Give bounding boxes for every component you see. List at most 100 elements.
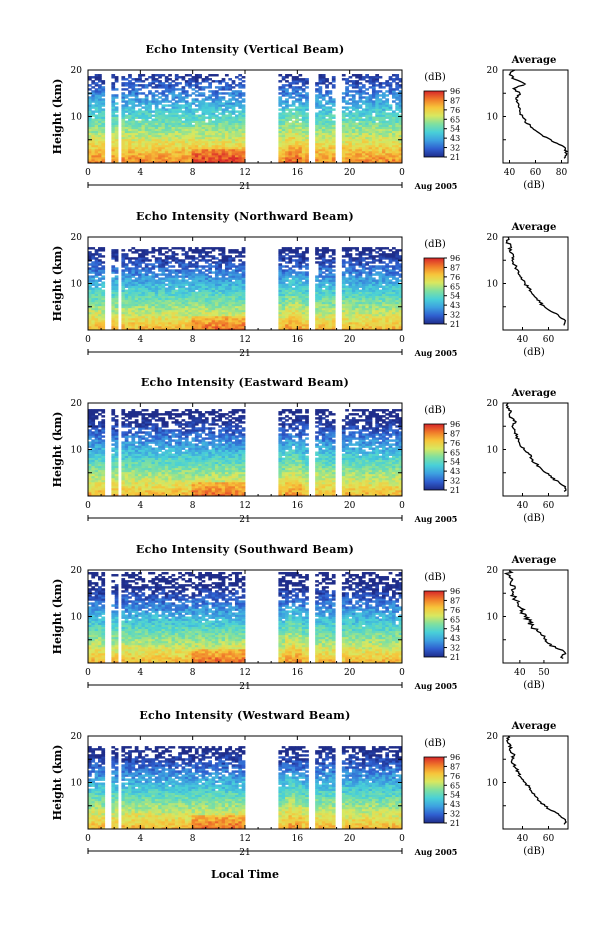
heatmap-cell (218, 88, 223, 91)
heatmap-cell (351, 118, 356, 121)
heatmap-cell (325, 293, 329, 297)
heatmap-cell (391, 150, 396, 154)
heatmap-cell (331, 319, 336, 323)
heatmap-cell (318, 102, 323, 105)
heatmap-cell (355, 313, 359, 317)
heatmap-cell (168, 283, 172, 286)
heatmap-cell (234, 148, 239, 152)
heatmap-cell (241, 295, 246, 299)
heatmap-cell (224, 299, 229, 303)
heatmap-cell (91, 303, 96, 307)
heatmap-cell (194, 86, 199, 89)
heatmap-cell (208, 108, 212, 111)
heatmap-cell (325, 100, 329, 103)
heatmap-cell (238, 102, 243, 105)
heatmap-cell (198, 88, 202, 91)
heatmap-cell (94, 108, 99, 111)
heatmap-cell (398, 94, 403, 97)
heatmap-cell (208, 140, 212, 144)
heatmap-cell (328, 307, 333, 311)
heatmap-cell (361, 321, 366, 325)
heatmap-cell (191, 293, 196, 297)
heatmap-cell (148, 327, 152, 331)
heatmap-cell (228, 152, 233, 156)
heatmap-cell (221, 156, 226, 160)
heatmap-cell (398, 86, 403, 89)
heatmap-cell (211, 305, 216, 309)
heatmap-cell (151, 102, 156, 105)
heatmap-cell (101, 277, 106, 280)
heatmap-cell (128, 90, 132, 93)
heatmap-cell (178, 325, 182, 329)
heatmap-cell (318, 283, 323, 286)
heatmap-cell (134, 319, 139, 323)
heatmap-cell (174, 277, 179, 280)
heatmap-cell (201, 287, 206, 290)
heatmap-cell (141, 327, 146, 331)
heatmap-cell (385, 156, 390, 160)
heatmap-cell (198, 160, 202, 164)
heatmap-cell (194, 277, 199, 280)
heatmap-cell (134, 323, 139, 327)
heatmap-cell (221, 160, 226, 164)
heatmap-cell (345, 120, 349, 123)
heatmap-cell (154, 327, 159, 331)
heatmap-cell (301, 122, 306, 125)
heatmap-cell (224, 319, 229, 323)
heatmap-cell (114, 142, 119, 146)
heatmap-cell (378, 82, 383, 85)
heatmap-cell (381, 321, 386, 325)
average-x-label: (dB) (523, 180, 545, 191)
heatmap-cell (221, 315, 226, 319)
heatmap-cell (171, 327, 176, 331)
heatmap-cell (178, 150, 182, 154)
heatmap-cell (238, 78, 243, 81)
heatmap-cell (371, 315, 376, 319)
heatmap-cell (128, 281, 132, 284)
heatmap-cell (391, 90, 396, 93)
heatmap-cell (301, 146, 306, 150)
heatmap-cell (375, 98, 380, 101)
heatmap-cell (231, 104, 236, 107)
heatmap-cell (121, 100, 126, 103)
heatmap-cell (321, 140, 326, 144)
heatmap-cell (281, 154, 286, 158)
heatmap-cell (371, 150, 376, 154)
heatmap-cell (321, 114, 326, 117)
heatmap-cell (305, 134, 309, 138)
heatmap-cell (288, 130, 293, 134)
heatmap-cell (224, 156, 229, 160)
heatmap-cell (398, 311, 403, 315)
heatmap-cell (111, 112, 116, 115)
heatmap-cell (114, 325, 119, 329)
heatmap-cell (128, 112, 132, 115)
heatmap-cell (318, 305, 323, 309)
heatmap-cell (285, 325, 289, 329)
heatmap-cell (398, 279, 403, 282)
heatmap-cell (221, 158, 226, 162)
heatmap-cell (281, 126, 286, 130)
heatmap-cell (148, 309, 152, 313)
heatmap-cell (291, 291, 296, 295)
heatmap-cell (398, 136, 403, 140)
heatmap-cell (98, 86, 102, 89)
heatmap-cell (305, 146, 309, 150)
heatmap-cell (391, 307, 396, 311)
heatmap-cell (385, 132, 390, 136)
heatmap-cell (238, 307, 243, 311)
heatmap-cell (101, 313, 106, 317)
heatmap-cell (141, 132, 146, 136)
heatmap-cell (171, 293, 176, 297)
heatmap-cell (291, 88, 296, 91)
heatmap-cell (124, 289, 129, 292)
heatmap-cell (144, 146, 149, 150)
heatmap-cell (325, 102, 329, 105)
heatmap-cell (331, 132, 336, 136)
heatmap-cell (204, 130, 209, 134)
heatmap-cell (388, 116, 393, 119)
heatmap-cell (318, 315, 323, 319)
heatmap-cell (218, 128, 223, 132)
heatmap-cell (381, 136, 386, 140)
heatmap-cell (214, 321, 219, 325)
heatmap-cell (355, 321, 359, 325)
